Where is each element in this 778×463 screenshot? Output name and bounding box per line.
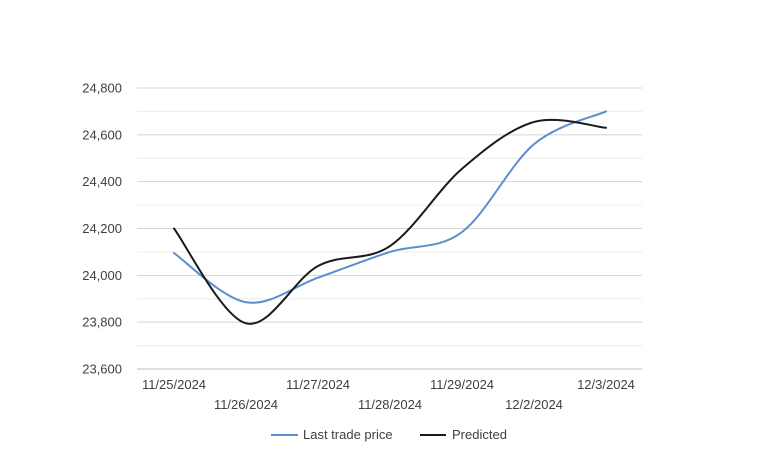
y-tick-label: 24,400 xyxy=(82,174,122,189)
legend-label-last-trade-price: Last trade price xyxy=(303,427,393,442)
major-gridlines xyxy=(137,87,642,370)
y-tick-label: 23,600 xyxy=(82,362,122,377)
y-tick-label: 24,000 xyxy=(82,268,122,283)
x-tick-label: 11/25/2024 xyxy=(142,377,206,392)
legend-item-predicted: Predicted xyxy=(420,427,507,442)
x-tick-label: 11/28/2024 xyxy=(358,397,422,412)
y-tick-label: 24,800 xyxy=(82,81,122,96)
series-line-last-trade-price xyxy=(173,110,607,304)
series-line-predicted xyxy=(173,118,607,325)
x-tick-label: 11/29/2024 xyxy=(430,377,494,392)
x-tick-label: 12/3/2024 xyxy=(577,377,635,392)
x-axis: 11/25/2024 11/26/2024 11/27/2024 11/28/2024… xyxy=(142,377,635,412)
y-tick-label: 24,200 xyxy=(82,221,122,236)
legend-item-last-trade-price: Last trade price xyxy=(271,427,393,442)
y-tick-label: 24,600 xyxy=(82,127,122,142)
x-tick-label: 11/27/2024 xyxy=(286,377,350,392)
legend-label-predicted: Predicted xyxy=(452,427,507,442)
legend: Last trade price Predicted xyxy=(271,427,507,442)
y-tick-label: 23,800 xyxy=(82,315,122,330)
x-tick-label: 11/26/2024 xyxy=(214,397,278,412)
series-lines xyxy=(173,110,607,325)
x-tick-label: 12/2/2024 xyxy=(505,397,563,412)
y-axis: 23,600 23,800 24,000 24,200 24,400 24,600 24,8… xyxy=(82,81,122,377)
